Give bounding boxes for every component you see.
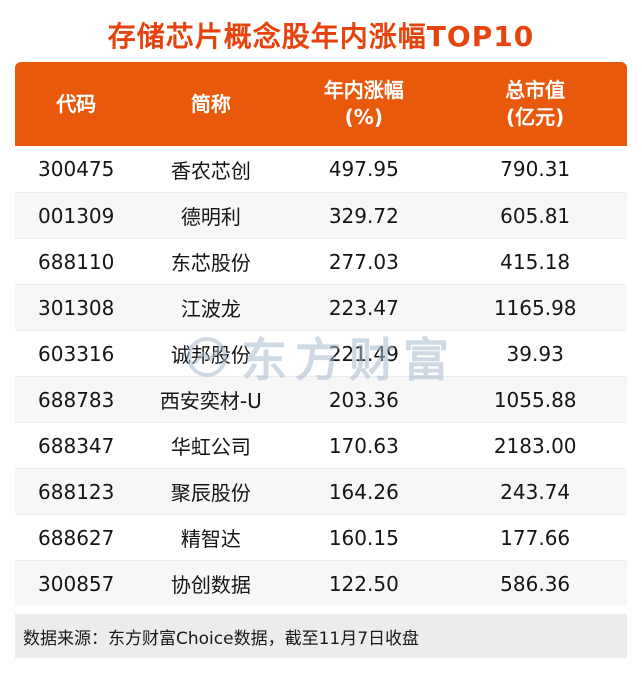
stock-code: 688123: [38, 479, 115, 504]
market-cap: 243.74: [500, 479, 571, 504]
table-header: 代码 简称 年内涨幅 (%) 总市值 (亿元): [15, 62, 627, 146]
market-cap: 2183.00: [493, 433, 577, 458]
ytd-gain: 203.36: [328, 387, 399, 412]
stock-code: 688347: [38, 433, 115, 458]
table-row: 300475 香农芯创 497.95 790.31: [15, 146, 627, 192]
table-row: 688783 西安奕材-U 203.36 1055.88: [15, 376, 627, 422]
ytd-gain: 221.49: [328, 341, 399, 366]
page-title: 存储芯片概念股年内涨幅TOP10: [107, 20, 535, 53]
market-cap: 586.36: [500, 571, 571, 596]
table-body: 300475 香农芯创 497.95 790.31 001309 德明利 329…: [15, 146, 627, 606]
header-code: 代码: [15, 91, 137, 118]
stock-code: 300857: [38, 571, 115, 596]
table-row: 300857 协创数据 122.50 586.36: [15, 560, 627, 606]
table-row: 001309 德明利 329.72 605.81: [15, 192, 627, 238]
ytd-gain: 170.63: [328, 433, 399, 458]
stock-code: 688110: [38, 249, 115, 274]
table-row: 301308 江波龙 223.47 1165.98: [15, 284, 627, 330]
market-cap: 1165.98: [493, 295, 577, 320]
stock-code: 300475: [38, 157, 115, 181]
market-cap: 177.66: [500, 525, 571, 550]
stock-name: 西安奕材-U: [159, 389, 262, 413]
market-cap: 790.31: [500, 157, 571, 181]
header-market-cap: 总市值 (亿元): [443, 77, 627, 131]
stock-name: 江波龙: [180, 297, 241, 321]
stock-name: 诚邦股份: [170, 343, 251, 367]
ytd-gain: 223.47: [328, 295, 399, 320]
table-row: 688347 华虹公司 170.63 2183.00: [15, 422, 627, 468]
ytd-gain: 329.72: [328, 203, 399, 228]
header-code-label: 代码: [56, 91, 97, 116]
market-cap: 415.18: [500, 249, 571, 274]
data-source-note: 数据来源：东方财富Choice数据，截至11月7日收盘: [15, 614, 627, 658]
header-name-label: 简称: [190, 91, 231, 116]
table-row: 688627 精智达 160.15 177.66: [15, 514, 627, 560]
stock-code: 688627: [38, 525, 115, 550]
stock-name: 聚辰股份: [170, 481, 251, 505]
table-row: 688110 东芯股份 277.03 415.18: [15, 238, 627, 284]
header-gain-line1: 年内涨幅: [323, 78, 404, 102]
ytd-gain: 164.26: [328, 479, 399, 504]
header-ytd-gain: 年内涨幅 (%): [284, 77, 443, 131]
stock-code: 603316: [38, 341, 115, 366]
stock-code: 301308: [38, 295, 115, 320]
market-cap: 1055.88: [493, 387, 577, 412]
stock-name: 香农芯创: [170, 158, 251, 183]
ytd-gain: 160.15: [328, 525, 399, 550]
table-row: 688123 聚辰股份 164.26 243.74: [15, 468, 627, 514]
header-cap-line2: (亿元): [506, 105, 565, 129]
header-name: 简称: [137, 91, 284, 118]
table-row: 603316 诚邦股份 221.49 39.93: [15, 330, 627, 376]
stock-name: 协创数据: [170, 573, 251, 597]
market-cap: 39.93: [506, 341, 564, 366]
stock-code: 688783: [38, 387, 115, 412]
stock-name: 华虹公司: [170, 435, 251, 459]
stock-name: 东芯股份: [170, 251, 251, 275]
header-cap-line1: 总市值: [505, 78, 566, 102]
ytd-gain: 122.50: [328, 571, 399, 596]
header-gain-line2: (%): [344, 105, 383, 129]
data-source-text: 数据来源：东方财富Choice数据，截至11月7日收盘: [23, 628, 420, 649]
ytd-gain: 497.95: [328, 157, 399, 181]
stock-table: 代码 简称 年内涨幅 (%) 总市值 (亿元) 300475 香农芯创 497.…: [15, 62, 627, 606]
ytd-gain: 277.03: [328, 249, 399, 274]
stock-code: 001309: [38, 203, 115, 228]
stock-name: 精智达: [180, 527, 241, 551]
market-cap: 605.81: [500, 203, 571, 228]
stock-name: 德明利: [180, 205, 241, 229]
